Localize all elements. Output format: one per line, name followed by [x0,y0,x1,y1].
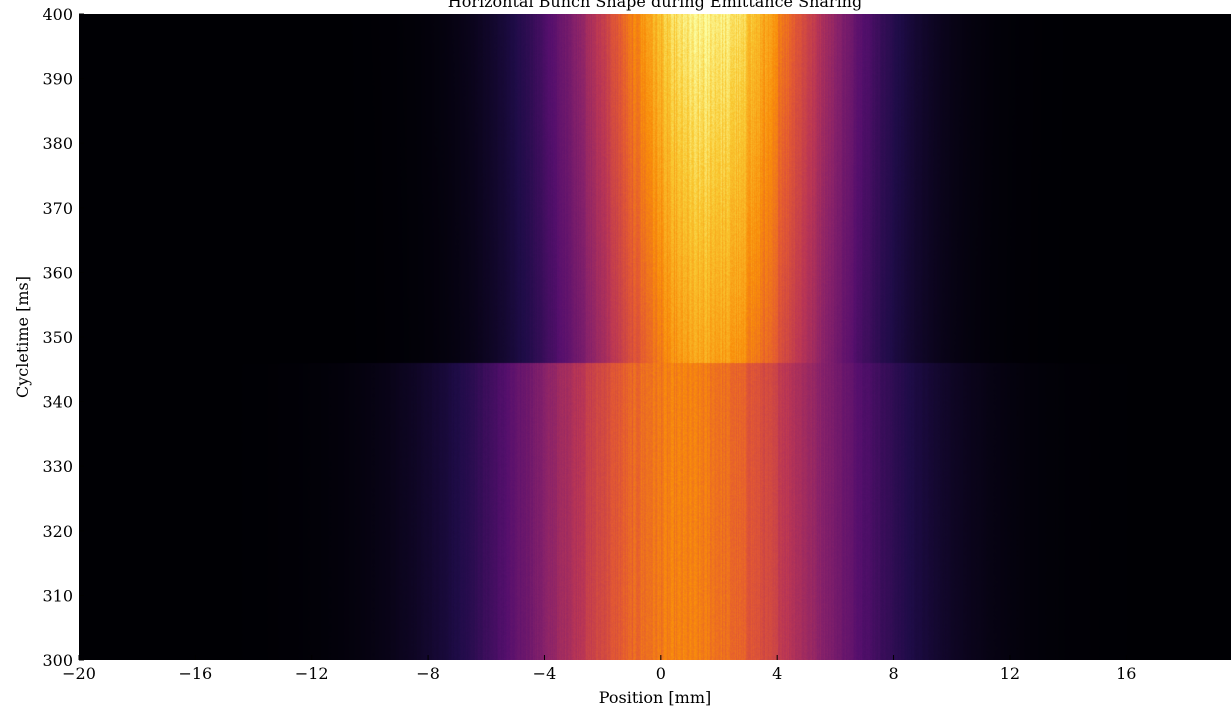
x-tick-label: 16 [1116,664,1136,683]
x-tick-label: 4 [772,664,782,683]
x-tick-label: 12 [1000,664,1020,683]
y-tick-label: 310 [42,586,73,605]
y-axis: 300 310 320 330 340 350 360 370 380 390 400 [42,5,84,670]
x-tick-label: −4 [533,664,557,683]
x-axis-label: Position [mm] [599,688,711,707]
heatmap-area [79,14,1231,660]
y-tick-label: 300 [42,651,73,670]
y-tick-label: 340 [42,393,73,412]
x-tick-label: −20 [62,664,96,683]
y-tick-label: 320 [42,522,73,541]
x-tick-label: 0 [656,664,666,683]
y-tick-label: 380 [42,134,73,153]
y-tick-label: 390 [42,70,73,89]
heatmap-canvas [79,14,1231,660]
y-tick-label: 350 [42,328,73,347]
x-tick-label: −16 [178,664,212,683]
chart-title: Horizontal Bunch Shape during Emittance … [448,0,862,11]
y-tick-label: 400 [42,5,73,24]
x-tick-label: −8 [416,664,440,683]
x-tick-label: 8 [888,664,898,683]
y-tick-label: 330 [42,457,73,476]
y-tick-label: 370 [42,199,73,218]
x-tick-label: −12 [295,664,329,683]
x-axis: −20 −16 −12 −8 −4 0 4 8 12 16 [62,655,1136,683]
y-axis-label: Cycletime [ms] [13,276,32,398]
y-tick-label: 360 [42,263,73,282]
